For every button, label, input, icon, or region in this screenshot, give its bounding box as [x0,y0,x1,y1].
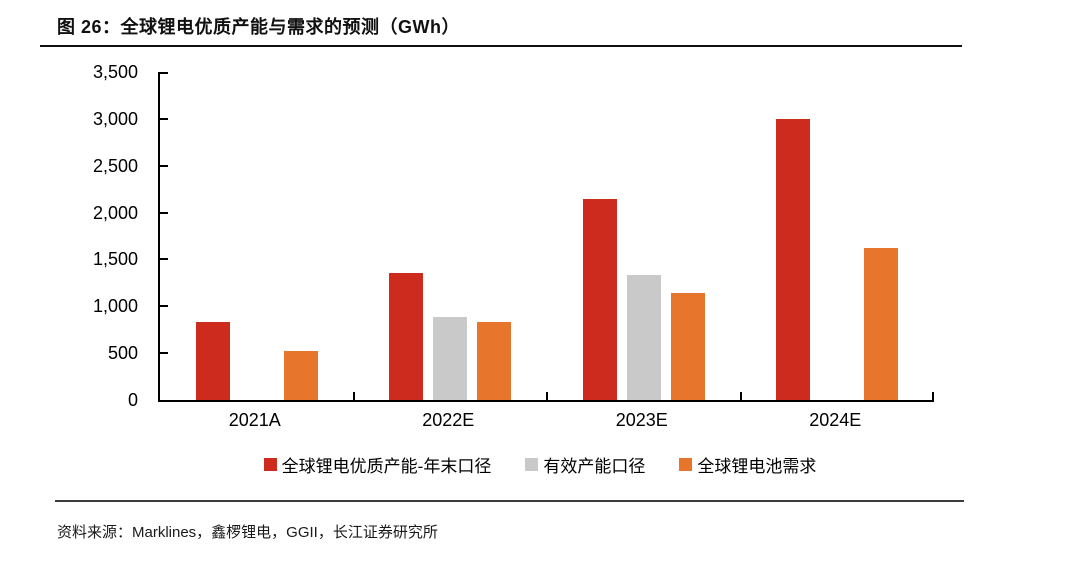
y-axis-tick-label: 2,000 [92,202,138,223]
x-axis-category-label: 2022E [422,410,475,430]
y-axis-tick-label: 0 [127,390,138,410]
y-axis-tick-mark [160,258,168,261]
y-axis-tick-label: 3,500 [92,62,138,82]
legend-label: 全球锂电池需求 [697,457,817,476]
bar-2023E-series-3 [670,293,705,400]
chart-legend: 全球锂电优质产能-年末口径 有效产能口径 全球锂电池需求 [0,452,1080,477]
x-axis-tick-mark [739,392,742,400]
x-axis-tick-mark [352,392,355,400]
bar-2021A-series-1 [195,322,230,400]
y-axis-tick-label: 2,500 [92,155,138,176]
legend-swatch-icon [525,458,539,471]
x-axis-tick-mark [546,392,548,400]
bar-2024E-series-1 [776,118,811,400]
bar-2021A-series-3 [283,351,318,400]
legend-label: 有效产能口径 [543,457,646,476]
bar-2022E-series-2 [433,316,468,400]
legend-item-3: 全球锂电池需求 [679,452,816,477]
y-axis-tick-label: 1,000 [92,296,138,317]
legend-item-1: 全球锂电优质产能-年末口径 [263,452,492,477]
bar-2023E-series-2 [626,275,661,400]
y-axis-tick-mark [160,164,168,167]
legend-swatch-icon [679,458,693,471]
bar-2022E-series-1 [389,272,424,400]
x-axis-category-label: 2021A [228,410,281,430]
y-axis-tick-mark [160,72,168,74]
bar-2024E-series-3 [864,248,899,400]
y-axis-tick-mark [160,305,168,308]
bar-2022E-series-3 [477,322,512,400]
figure-title: 图 26：全球锂电优质产能与需求的预测（GWh） [57,17,461,37]
x-axis-tick-mark [932,392,934,400]
x-axis-category-label: 2024E [809,410,862,430]
bar-2023E-series-1 [582,199,617,400]
legend-swatch-icon [263,458,277,471]
legend-label: 全球锂电优质产能-年末口径 [281,457,492,476]
x-axis-category-label: 2023E [615,410,668,430]
source-line: 资料来源：Marklines，鑫椤锂电，GGII，长江证券研究所 [57,524,438,541]
separator-line [55,500,964,502]
y-axis-tick-label: 3,000 [92,108,138,129]
y-axis-tick-mark [160,211,168,214]
plot-area [158,72,934,402]
y-axis-tick-label: 1,500 [92,249,138,270]
y-axis-tick-mark [160,117,168,120]
y-axis-tick-label: 500 [107,343,138,364]
legend-item-2: 有效产能口径 [525,452,645,477]
title-underline [40,45,962,47]
y-axis-tick-mark [160,352,168,355]
